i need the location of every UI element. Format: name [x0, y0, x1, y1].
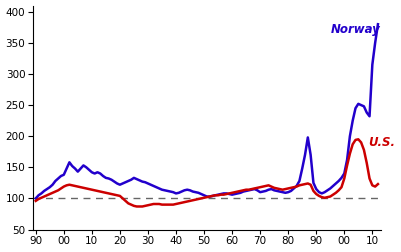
- Text: Norway: Norway: [330, 23, 380, 36]
- Text: U.S.: U.S.: [367, 136, 394, 149]
